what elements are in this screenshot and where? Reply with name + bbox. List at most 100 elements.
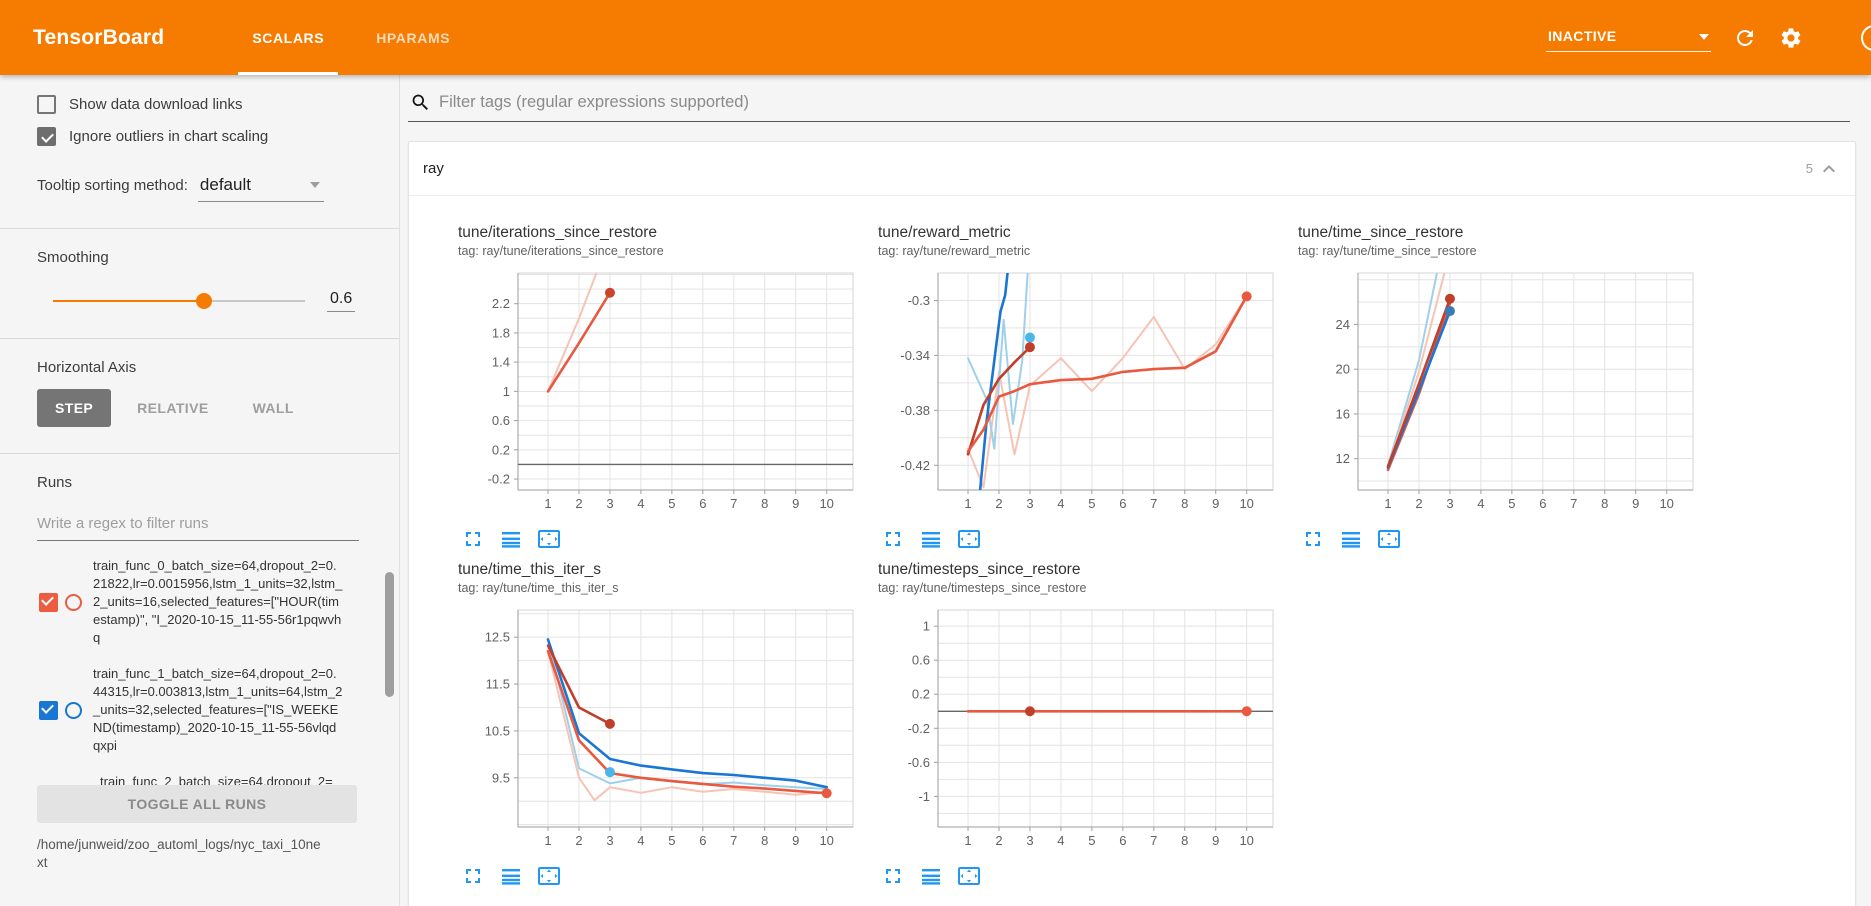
checkbox-label: Ignore outliers in chart scaling [69, 128, 269, 145]
fit-domain-icon[interactable] [1377, 527, 1401, 551]
svg-text:8: 8 [761, 496, 768, 511]
svg-text:10: 10 [1239, 496, 1253, 511]
fullscreen-icon[interactable] [881, 864, 905, 888]
app-header: TensorBoard SCALARS HPARAMS INACTIVE [0, 0, 1871, 75]
settings-gear-icon[interactable] [1779, 26, 1803, 50]
fullscreen-icon[interactable] [881, 527, 905, 551]
fit-domain-icon[interactable] [537, 864, 561, 888]
svg-text:0.2: 0.2 [912, 687, 930, 702]
fit-domain-icon[interactable] [537, 527, 561, 551]
svg-text:10: 10 [819, 833, 833, 848]
tag-group-title: ray [423, 160, 444, 177]
chart-title: tune/time_this_iter_s [458, 561, 602, 578]
chart-plot[interactable]: -1 -0.6 -0.2 0.2 0.6 1 1 2 3 4 5 6 7 8 9 10 [878, 605, 1276, 851]
chart-tag: tag: ray/tune/time_since_restore [1298, 244, 1477, 258]
svg-text:4: 4 [1057, 833, 1064, 848]
svg-text:1: 1 [964, 833, 971, 848]
fullscreen-icon[interactable] [461, 864, 485, 888]
fit-domain-icon[interactable] [957, 864, 981, 888]
svg-text:10: 10 [819, 496, 833, 511]
run-list-item[interactable]: train_func_1_batch_size=64,dropout_2=0.4… [37, 665, 359, 755]
log-scale-icon[interactable] [499, 864, 523, 888]
svg-text:16: 16 [1336, 406, 1350, 421]
run-isolate-radio[interactable] [65, 701, 82, 719]
svg-text:8: 8 [1181, 833, 1188, 848]
chart-tag: tag: ray/tune/time_this_iter_s [458, 581, 619, 595]
svg-text:5: 5 [668, 496, 675, 511]
axis-wall-button[interactable]: WALL [252, 400, 294, 416]
log-scale-icon[interactable] [919, 864, 943, 888]
checkbox-unchecked-icon[interactable] [37, 95, 56, 114]
svg-text:1: 1 [923, 619, 930, 634]
sidebar-scrollbar-thumb[interactable] [385, 572, 394, 697]
main-content: ray 5 tune/iterations_since_restore tag:… [401, 75, 1871, 906]
smoothing-slider[interactable] [53, 293, 305, 309]
tooltip-sorting-value: default [199, 175, 251, 194]
chart-toolbar [1301, 527, 1718, 551]
svg-text:8: 8 [1601, 496, 1608, 511]
tag-filter-input[interactable] [439, 93, 1735, 112]
run-isolate-radio[interactable] [65, 593, 82, 611]
runs-label: Runs [37, 474, 73, 491]
chart-plot[interactable]: -0.2 0.2 0.6 1 1.4 1.8 2.2 1 2 3 4 5 6 7 8 9 10 [458, 268, 856, 514]
scalar-chart-card: tune/time_this_iter_s tag: ray/tune/time… [458, 560, 878, 888]
chevron-up-icon[interactable] [1817, 157, 1841, 181]
refresh-icon[interactable] [1733, 26, 1757, 50]
svg-text:7: 7 [730, 833, 737, 848]
svg-text:1.4: 1.4 [492, 355, 510, 370]
log-scale-icon[interactable] [1339, 527, 1363, 551]
chart-plot[interactable]: -0.42 -0.38 -0.34 -0.3 1 2 3 4 5 6 7 8 9 10 [878, 268, 1276, 514]
chart-plot[interactable]: 9.5 10.5 11.5 12.5 1 2 3 4 5 6 7 8 9 10 [458, 605, 856, 851]
tab-hparams[interactable]: HPARAMS [376, 29, 451, 46]
svg-text:-0.2: -0.2 [488, 472, 510, 487]
svg-text:4: 4 [1477, 496, 1484, 511]
tag-group-header[interactable]: ray 5 [409, 142, 1855, 196]
tab-scalars[interactable]: SCALARS [226, 0, 350, 75]
show-download-links-checkbox[interactable]: Show data download links [37, 95, 359, 114]
log-scale-icon[interactable] [919, 527, 943, 551]
help-icon[interactable] [1861, 24, 1871, 51]
run-name: train_func_1_batch_size=64,dropout_2=0.4… [93, 666, 343, 753]
run-checkbox[interactable] [39, 700, 58, 720]
chart-tag: tag: ray/tune/iterations_since_restore [458, 244, 664, 258]
slider-thumb[interactable] [196, 293, 213, 309]
svg-text:9: 9 [792, 833, 799, 848]
fit-domain-icon[interactable] [957, 527, 981, 551]
runs-filter-input[interactable] [37, 511, 359, 541]
svg-text:2: 2 [575, 833, 582, 848]
checkbox-checked-icon[interactable] [37, 127, 56, 146]
status-dropdown[interactable]: INACTIVE [1546, 24, 1711, 52]
toggle-all-runs-button[interactable]: TOGGLE ALL RUNS [37, 785, 357, 823]
divider [0, 228, 399, 229]
run-checkbox[interactable] [39, 592, 58, 612]
tag-group-card: ray 5 tune/iterations_since_restore tag:… [408, 141, 1856, 906]
run-list-item[interactable]: train_func_0_batch_size=64,dropout_2=0.2… [37, 557, 359, 647]
chart-title: tune/iterations_since_restore [458, 224, 658, 241]
scalar-chart-card: tune/time_since_restore tag: ray/tune/ti… [1298, 223, 1718, 551]
axis-relative-button[interactable]: RELATIVE [137, 400, 209, 416]
svg-text:0.6: 0.6 [492, 413, 510, 428]
chart-title: tune/reward_metric [878, 224, 1011, 241]
smoothing-value-field[interactable]: 0.6 [327, 290, 356, 312]
chart-title: tune/timesteps_since_restore [878, 561, 1081, 578]
fullscreen-icon[interactable] [1301, 527, 1325, 551]
tooltip-sorting-dropdown[interactable]: default [197, 175, 324, 202]
top-tabs: SCALARS HPARAMS [226, 0, 476, 75]
svg-text:5: 5 [1508, 496, 1515, 511]
svg-text:3: 3 [1026, 496, 1033, 511]
ignore-outliers-checkbox[interactable]: Ignore outliers in chart scaling [37, 127, 359, 146]
svg-text:9: 9 [1212, 833, 1219, 848]
log-scale-icon[interactable] [499, 527, 523, 551]
svg-text:11.5: 11.5 [486, 677, 510, 692]
checkbox-label: Show data download links [69, 96, 243, 113]
svg-text:12.5: 12.5 [485, 630, 510, 645]
fullscreen-icon[interactable] [461, 527, 485, 551]
smoothing-slider-row: 0.6 [37, 290, 359, 312]
divider [0, 338, 399, 339]
svg-text:-0.3: -0.3 [908, 293, 930, 308]
scalar-chart-card: tune/timesteps_since_restore tag: ray/tu… [878, 560, 1298, 888]
svg-text:3: 3 [606, 496, 613, 511]
svg-text:1: 1 [503, 384, 510, 399]
axis-step-button[interactable]: STEP [37, 389, 112, 427]
